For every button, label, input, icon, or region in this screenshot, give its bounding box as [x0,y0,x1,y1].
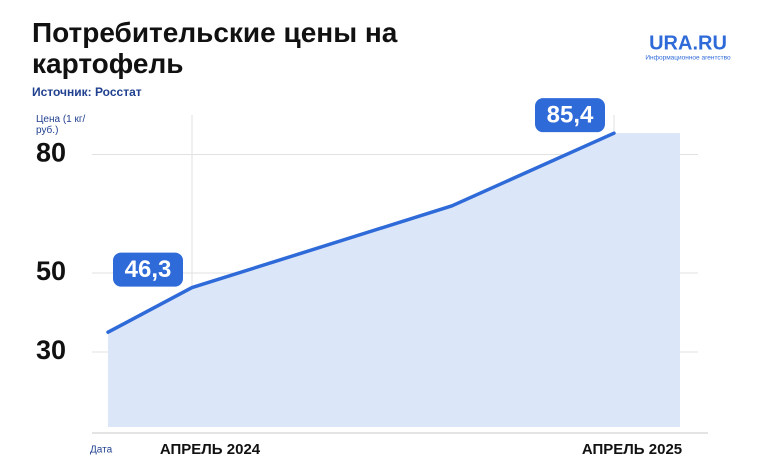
value-label-box: 46,3 [113,252,183,287]
y-tick-label: 30 [36,335,66,365]
value-label-bg [535,98,605,133]
y-tick-label: 50 [36,256,66,286]
x-tick-label: АПРЕЛЬ 2025 [582,441,682,458]
value-label-box: 85,4 [535,98,605,133]
x-tick-label: АПРЕЛЬ 2024 [160,441,261,458]
value-label: 46,3 [125,256,172,283]
value-label-bg [113,252,183,287]
logo-subtitle: Информационное агентство [645,55,731,62]
chart-title: Потребительские цены на картофель [32,17,398,79]
value-label: 85,4 [547,102,594,129]
y-tick-label: 80 [36,138,66,168]
source: Источник: Росстат [32,85,142,99]
logo: URA.RU [649,32,727,54]
x-axis-label: Дата [90,445,113,456]
area [108,133,680,427]
line [106,131,616,334]
y-axis-label: Цена (1 кг/руб.) [36,114,86,136]
